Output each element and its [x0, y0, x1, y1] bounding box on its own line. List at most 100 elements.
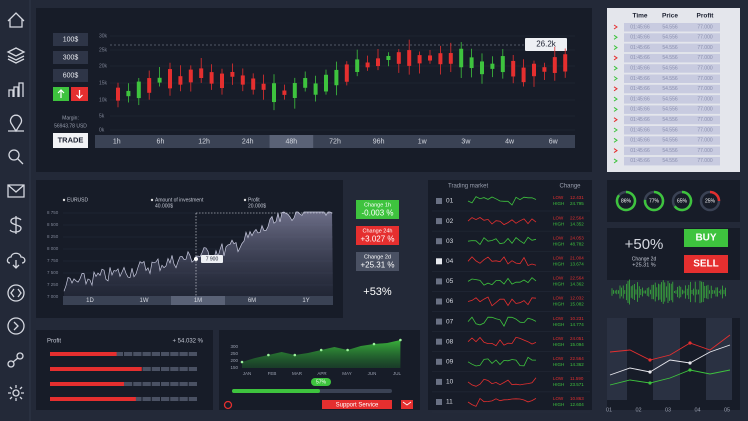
y-label: 30k — [99, 33, 108, 39]
sidebar-icon[interactable] — [7, 284, 25, 302]
row-box[interactable] — [436, 278, 442, 285]
profit-segment — [170, 352, 179, 356]
support-button[interactable] — [322, 400, 392, 409]
label: 40.000$ — [155, 203, 173, 209]
timeframe[interactable]: 48h — [286, 138, 298, 145]
label: +25.31 % — [632, 262, 656, 268]
gauge-label: 77% — [649, 198, 660, 204]
trend-dot — [648, 358, 652, 362]
row-box[interactable] — [436, 358, 442, 365]
label: LOW — [553, 376, 564, 381]
legend-dot — [150, 198, 154, 202]
x-label: 01 — [606, 407, 612, 413]
y-label: 7 750 — [47, 258, 59, 263]
timeframe[interactable]: 3w — [461, 138, 471, 145]
timeframe[interactable]: 12h — [198, 138, 210, 145]
row-box[interactable] — [436, 198, 442, 204]
label: HIGH — [553, 261, 564, 266]
table-cell: 77.000 — [697, 24, 713, 30]
label: 14.774 — [570, 322, 584, 327]
candle-body — [282, 90, 287, 95]
row-box[interactable] — [436, 238, 442, 245]
profit-segment — [151, 352, 160, 356]
row-box[interactable] — [436, 318, 442, 325]
table-cell: 54.556 — [662, 127, 678, 133]
amount-button[interactable] — [53, 51, 88, 64]
row-id: 06 — [446, 298, 454, 305]
support-label[interactable]: Support Service — [336, 402, 379, 408]
table-cell: 54.556 — [662, 35, 678, 41]
row-box[interactable] — [436, 399, 442, 405]
period[interactable]: 1M — [194, 298, 202, 304]
gauge-arc — [709, 190, 721, 202]
timeframe[interactable]: 4w — [505, 138, 515, 145]
table-row — [624, 43, 720, 53]
table-cell: 01:45:66 — [630, 148, 650, 154]
table-cell: 01:45:66 — [630, 86, 650, 92]
y-label: 8 750 — [47, 210, 59, 215]
candle-body — [511, 60, 516, 77]
timeframe[interactable]: 96h — [373, 138, 385, 145]
sidebar-icon[interactable] — [7, 184, 25, 198]
label: HIGH — [553, 402, 564, 407]
label: 23.571 — [570, 382, 584, 387]
candle-body — [147, 78, 152, 93]
period[interactable]: 1Y — [302, 298, 309, 304]
sidebar-icon[interactable] — [7, 12, 25, 28]
sidebar-icon[interactable] — [8, 82, 24, 97]
sidebar-icon[interactable] — [8, 385, 24, 401]
buy-button[interactable] — [684, 229, 728, 247]
candle-body — [469, 57, 474, 69]
timeframe[interactable]: 1h — [113, 138, 121, 145]
label: HIGH — [553, 201, 564, 206]
profit-segment — [170, 397, 179, 401]
amount-button[interactable] — [53, 33, 88, 46]
table-row — [624, 156, 720, 166]
timeframe[interactable]: 72h — [329, 138, 341, 145]
candle-body — [428, 55, 432, 61]
timeframe[interactable]: 24h — [242, 138, 254, 145]
label: Change 24h — [363, 228, 393, 234]
y-label: 200 — [230, 358, 238, 363]
sell-button[interactable] — [684, 255, 728, 273]
month-label: MAY — [342, 371, 351, 376]
period[interactable]: 1D — [86, 298, 94, 304]
panel — [219, 330, 420, 410]
timeframe[interactable]: 6h — [157, 138, 165, 145]
label: HIGH — [553, 282, 564, 287]
candle-body — [334, 69, 339, 86]
sidebar-icon[interactable] — [8, 114, 24, 133]
row-box[interactable] — [436, 218, 442, 225]
month-label: FEB — [268, 371, 277, 376]
table-cell: 01:45:66 — [630, 76, 650, 82]
sidebar-icon[interactable] — [7, 317, 25, 335]
table-row — [624, 95, 720, 104]
row-arrow — [613, 86, 618, 92]
table-cell: 54.556 — [662, 117, 678, 123]
sidebar-icon[interactable] — [8, 149, 24, 165]
row-arrow — [613, 117, 618, 123]
row-box[interactable] — [436, 298, 442, 305]
period[interactable]: 1W — [140, 298, 149, 304]
highlight-column — [706, 318, 732, 400]
timeframe[interactable]: 6w — [549, 138, 559, 145]
amount-button[interactable] — [53, 69, 88, 82]
row-box[interactable] — [436, 338, 442, 345]
row-id: 08 — [446, 338, 454, 345]
sidebar-icon[interactable] — [7, 352, 24, 368]
trade-button[interactable] — [53, 133, 88, 148]
sidebar-icon[interactable] — [6, 252, 26, 269]
row-box[interactable] — [436, 258, 442, 265]
row-box[interactable] — [436, 378, 442, 385]
sidebar-icon[interactable] — [9, 216, 22, 234]
label: HIGH — [553, 382, 564, 387]
sidebar-icon[interactable] — [6, 47, 26, 64]
candle-body — [251, 78, 256, 90]
timeframe[interactable]: 1w — [418, 138, 428, 145]
table-cell: 01:45:66 — [630, 45, 650, 51]
table-cell: 01:45:66 — [630, 127, 650, 133]
table-cell: 01:45:66 — [630, 117, 650, 123]
legend-dot — [243, 198, 247, 202]
profit-segment — [151, 382, 160, 386]
period[interactable]: 6M — [248, 298, 256, 304]
